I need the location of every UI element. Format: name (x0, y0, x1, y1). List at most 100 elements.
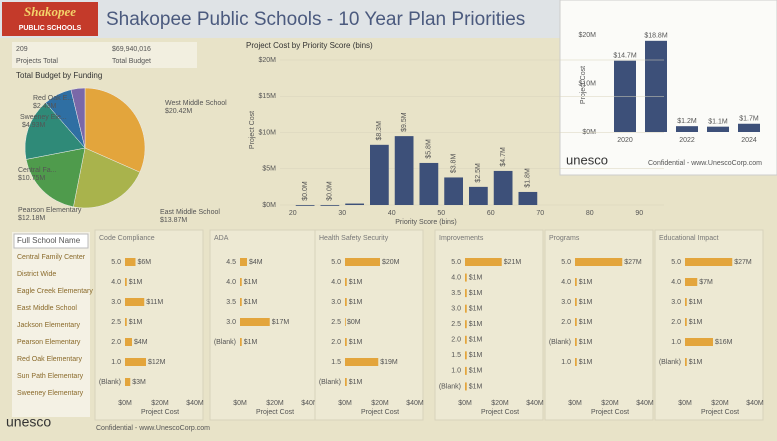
category-label: 1.0 (671, 339, 681, 346)
pie-value-label: $20.42M (165, 108, 192, 115)
bar (345, 358, 379, 366)
inset-brand: unesco (566, 152, 608, 167)
category-label: 3.0 (331, 299, 341, 306)
y-tick-label: $0M (262, 202, 276, 209)
category-label: 1.5 (331, 359, 341, 366)
histogram-bar (518, 191, 538, 205)
category-label: 2.5 (111, 319, 121, 326)
category-label: 1.5 (451, 352, 461, 359)
bar (676, 126, 698, 132)
category-label: (Blank) (659, 359, 681, 366)
pie-slice (25, 147, 86, 208)
y-tick-label: $20M (258, 57, 276, 64)
pie-label: Red Oak E... (33, 95, 73, 102)
panel-title: Health Safety Security (319, 235, 389, 242)
x-tick-label: 60 (487, 210, 495, 217)
bar (345, 378, 347, 386)
footer-brand: unesco (6, 414, 51, 430)
category-label: 1.0 (561, 359, 571, 366)
value-label: $19M (380, 359, 398, 366)
value-label: $1M (129, 279, 143, 286)
histogram-bar (419, 162, 439, 205)
value-label: $3.8M (450, 154, 457, 174)
bar (240, 318, 270, 326)
category-label: 5.0 (111, 259, 121, 266)
histogram-bar (394, 136, 414, 205)
x-axis-label: Project Cost (701, 409, 739, 416)
slicer-item: Sun Path Elementary (17, 373, 84, 380)
slicer-item: Eagle Creek Elementary (17, 288, 93, 295)
y-tick-label: $20M (578, 32, 596, 39)
bar (575, 358, 577, 366)
category-label: 3.0 (671, 299, 681, 306)
value-label: $20M (382, 259, 400, 266)
bar (685, 338, 713, 346)
category-label: 2.5 (451, 321, 461, 328)
histogram-bar (295, 205, 315, 206)
slicer-item: Jackson Elementary (17, 322, 81, 329)
panel-title: ADA (214, 235, 229, 242)
category-label: 5.0 (561, 259, 571, 266)
pie-value-label: $2.43M (33, 103, 57, 110)
bar (125, 318, 127, 326)
category-label: 2.0 (451, 337, 461, 344)
value-label: $17M (272, 319, 290, 326)
category-label: (Blank) (549, 339, 571, 346)
value-label: $1M (349, 299, 363, 306)
category-label: 3.0 (226, 319, 236, 326)
value-label: $1M (469, 290, 483, 297)
logo-name: Shakopee (24, 4, 76, 19)
value-label: $1M (469, 352, 483, 359)
bar (465, 366, 467, 375)
x-tick-label: 70 (536, 210, 544, 217)
value-label: $9.5M (401, 112, 408, 132)
value-label: $1M (579, 359, 593, 366)
y-axis-label: Project Cost (580, 66, 587, 104)
bar (125, 258, 136, 266)
pie-title: Total Budget by Funding (16, 71, 102, 80)
inset-footer-text: Confidential - www.UnescoCorp.com (648, 160, 762, 167)
category-label: 1.0 (451, 368, 461, 375)
x-axis-label: Project Cost (481, 409, 519, 416)
x-tick-label: 2020 (617, 137, 633, 144)
category-label: (Blank) (99, 379, 121, 386)
slicer (12, 232, 90, 417)
bar (465, 304, 467, 313)
value-label: $1M (129, 319, 143, 326)
value-label: $1M (689, 319, 703, 326)
category-label: 2.5 (331, 319, 341, 326)
category-label: (Blank) (214, 339, 236, 346)
bar (465, 320, 467, 329)
value-label: $1M (579, 299, 593, 306)
value-label: $1M (469, 321, 483, 328)
bar (707, 126, 729, 132)
pie-value-label: $13.87M (160, 217, 187, 224)
pie-label: West Middle School (165, 100, 227, 107)
x-tick-label: 2022 (679, 137, 695, 144)
value-label: $2.5M (475, 163, 482, 183)
x-axis-label: Project Cost (361, 409, 399, 416)
value-label: $1M (469, 337, 483, 344)
category-label: 4.0 (226, 279, 236, 286)
bar (125, 338, 132, 346)
histogram-bar (444, 177, 463, 205)
value-label: $1M (244, 339, 258, 346)
category-label: 4.5 (226, 259, 236, 266)
value-label: $1M (689, 359, 703, 366)
value-label: $27M (734, 259, 752, 266)
inset-background (559, 0, 777, 176)
y-tick-label: $10M (578, 80, 596, 87)
value-label: $18.8M (644, 33, 668, 40)
x-tick-label: $0M (233, 400, 247, 407)
category-label: 2.0 (671, 319, 681, 326)
histogram-bar (370, 144, 389, 205)
value-label: $1M (244, 299, 258, 306)
value-label: $16M (715, 339, 733, 346)
bar (685, 278, 698, 286)
value-label: $1.8M (525, 168, 532, 188)
value-label: $27M (624, 259, 642, 266)
title: Shakopee Public Schools - 10 Year Plan P… (106, 9, 525, 30)
slicer-header (13, 233, 89, 249)
pie-value-label: $12.18M (18, 215, 45, 222)
bar (125, 378, 131, 386)
